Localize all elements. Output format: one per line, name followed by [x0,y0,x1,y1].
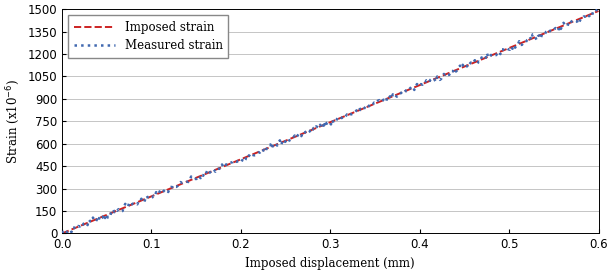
Imposed strain [448,70,455,73]
Imposed strain [446,71,453,75]
Line: Measured strain: Measured strain [62,9,599,233]
Measured strain [595,8,602,11]
Imposed strain [58,232,65,235]
Measured strain [397,92,405,95]
Imposed strain [595,9,602,13]
Line: Imposed strain: Imposed strain [62,11,599,233]
Imposed strain [271,144,278,147]
Measured strain [124,205,132,209]
Measured strain [594,8,601,11]
Measured strain [272,142,280,145]
X-axis label: Imposed displacement (mm): Imposed displacement (mm) [245,257,415,270]
Y-axis label: Strain (x10$^{-6}$): Strain (x10$^{-6}$) [4,79,22,164]
Imposed strain [123,205,130,208]
Measured strain [450,70,457,73]
Imposed strain [233,159,241,162]
Imposed strain [396,92,403,95]
Legend: Imposed strain, Measured strain: Imposed strain, Measured strain [68,15,228,58]
Measured strain [58,229,65,233]
Measured strain [60,232,67,235]
Measured strain [447,69,454,73]
Measured strain [234,159,242,162]
